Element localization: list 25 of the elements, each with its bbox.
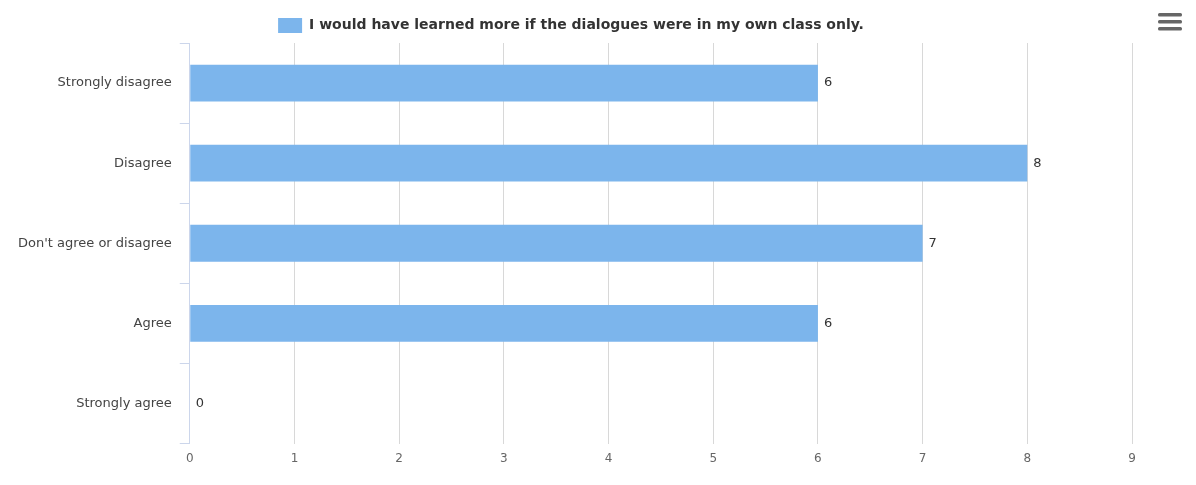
legend-label: I would have learned more if the dialogues were in my own class only. bbox=[309, 16, 864, 33]
x-tick-label: 0 bbox=[185, 450, 194, 465]
x-tick-label: 8 bbox=[1023, 450, 1032, 465]
y-tick-label: Agree bbox=[133, 314, 172, 330]
data-label: 0 bbox=[195, 394, 205, 410]
bar bbox=[190, 304, 818, 342]
x-tick-label: 7 bbox=[918, 450, 927, 465]
x-tick-label: 1 bbox=[290, 450, 299, 465]
bar bbox=[190, 64, 818, 102]
x-tick-label: 9 bbox=[1128, 450, 1136, 465]
x-tick-label: 2 bbox=[395, 450, 403, 465]
y-tick-label: Don't agree or disagree bbox=[17, 234, 172, 250]
data-label: 7 bbox=[928, 234, 937, 250]
data-label: 6 bbox=[823, 314, 833, 330]
x-tick-label: 6 bbox=[814, 450, 822, 465]
bar bbox=[190, 224, 923, 262]
bar bbox=[190, 144, 1028, 182]
data-label: 8 bbox=[1033, 154, 1042, 170]
y-tick-label: Disagree bbox=[114, 154, 172, 170]
x-tick-label: 5 bbox=[709, 450, 718, 465]
y-tick-label: Strongly agree bbox=[76, 394, 172, 410]
y-tick-label: Strongly disagree bbox=[57, 74, 172, 90]
data-label: 6 bbox=[823, 74, 833, 90]
x-tick-label: 3 bbox=[500, 450, 508, 465]
x-tick-label: 4 bbox=[604, 450, 613, 465]
